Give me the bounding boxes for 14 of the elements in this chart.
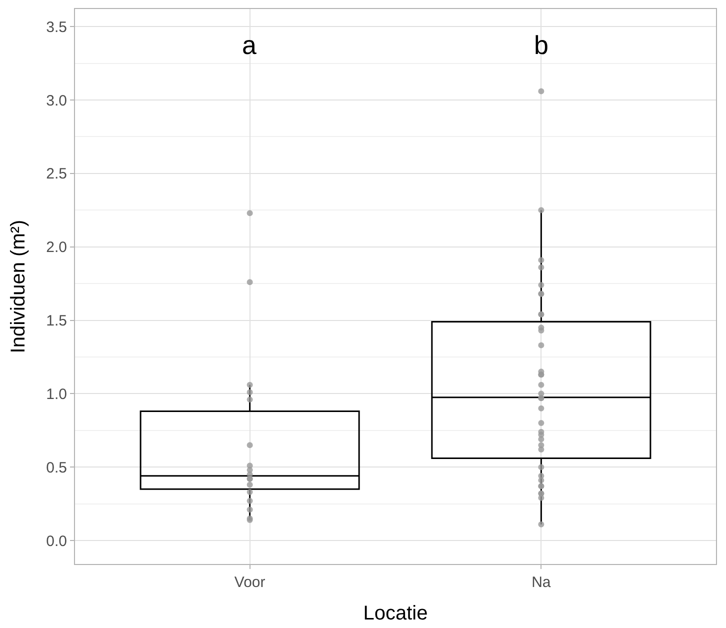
y-tick-label: 2.0 bbox=[46, 239, 67, 256]
y-tick-label: 3.5 bbox=[46, 18, 67, 36]
x-tick-label: Na bbox=[532, 574, 552, 591]
annotation: a bbox=[242, 30, 257, 60]
y-tick-label: 0.5 bbox=[46, 459, 67, 476]
y-tick-label: 0.0 bbox=[46, 532, 67, 550]
annotation: b bbox=[534, 30, 548, 60]
y-tick-label: 3.0 bbox=[46, 92, 67, 110]
x-axis-title: Locatie bbox=[363, 602, 428, 624]
y-tick-label: 2.5 bbox=[46, 166, 67, 183]
y-axis-title: Individuen (m²) bbox=[8, 220, 30, 354]
y-tick-label: 1.0 bbox=[46, 386, 67, 403]
y-tick-label: 1.5 bbox=[46, 312, 67, 330]
x-tick-label: Voor bbox=[234, 574, 266, 591]
